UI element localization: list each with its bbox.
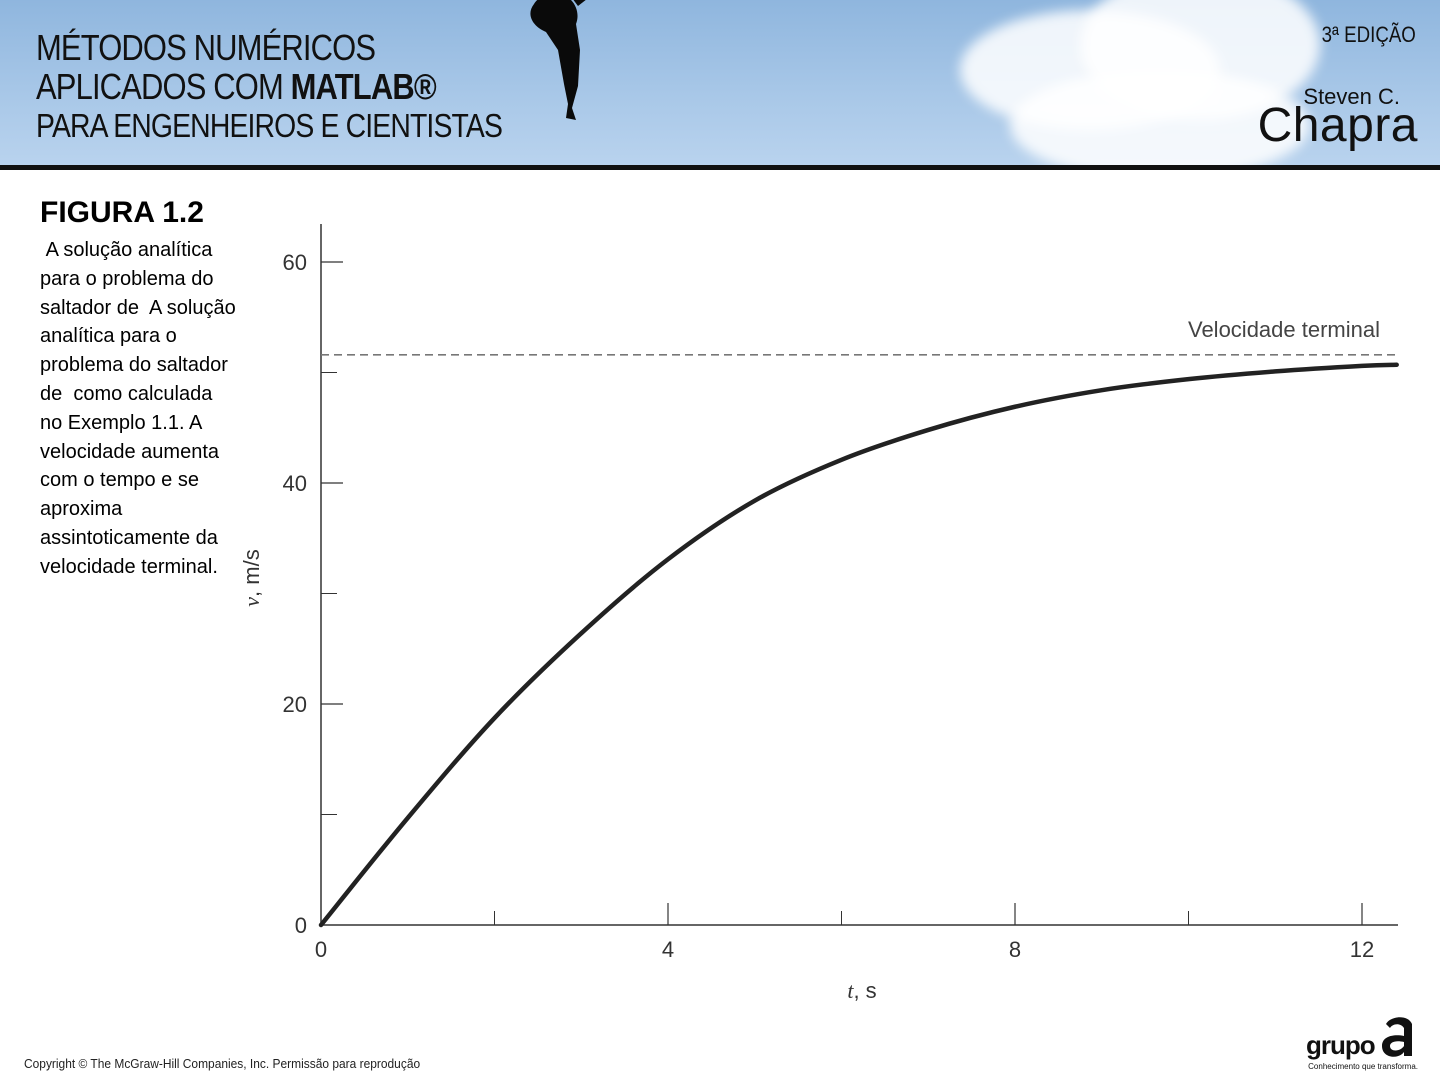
x-tick-label: 0 <box>315 937 327 962</box>
book-title-line3: PARA ENGENHEIROS E CIENTISTAS <box>36 107 503 144</box>
author-last-name: Chapra <box>1257 99 1418 152</box>
x-axis-label: t, s <box>847 978 876 1003</box>
y-tick-label: 40 <box>283 471 307 496</box>
publisher-word: grupo <box>1306 1030 1376 1060</box>
velocity-curve <box>318 362 1399 928</box>
banner-divider <box>0 165 1440 170</box>
x-tick-label: 4 <box>662 937 674 962</box>
terminal-velocity-label: Velocidade terminal <box>1188 317 1380 342</box>
y-tick-label: 20 <box>283 692 307 717</box>
y-axis-label: v, m/s <box>239 549 264 606</box>
y-tick-label: 60 <box>283 250 307 275</box>
figure-caption: A solução analítica para o problema do s… <box>40 239 242 578</box>
book-title-line1: MÉTODOS NUMÉRICOS <box>36 27 376 68</box>
figure-title: FIGURA 1.2 <box>40 196 204 229</box>
cloud-decoration <box>1010 70 1310 165</box>
x-tick-label: 8 <box>1009 937 1021 962</box>
author-first-name: Steven C. <box>1303 84 1400 109</box>
edition-label: 3ª EDIÇÃO <box>1321 22 1416 47</box>
jumper-silhouette-icon <box>530 0 586 120</box>
book-title-line2: APLICADOS COM MATLAB® <box>36 67 502 106</box>
publisher-logo: grupo Conhecimento que transforma. <box>1306 1012 1418 1072</box>
book-title: MÉTODOS NUMÉRICOS APLICADOS COM MATLAB® … <box>36 27 503 145</box>
copyright-notice: Copyright © The McGraw-Hill Companies, I… <box>24 1056 421 1071</box>
y-tick-label: 0 <box>295 913 307 938</box>
book-title-line2-prefix: APLICADOS COM <box>36 66 291 107</box>
matlab-brand: MATLAB® <box>290 66 437 107</box>
publisher-tagline: Conhecimento que transforma. <box>1308 1062 1418 1071</box>
publisher-a-mark-icon <box>1382 1017 1412 1057</box>
x-tick-label: 12 <box>1350 937 1374 962</box>
book-banner: MÉTODOS NUMÉRICOS APLICADOS COM MATLAB® … <box>0 0 1440 165</box>
